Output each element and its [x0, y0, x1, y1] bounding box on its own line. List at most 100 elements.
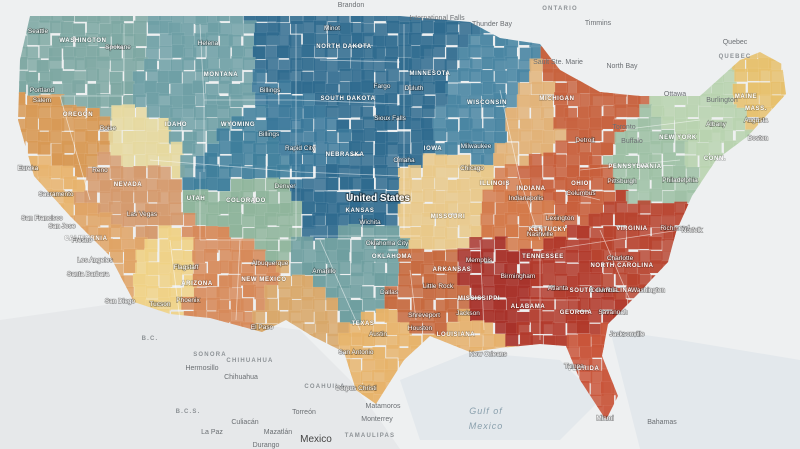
- county-cell[interactable]: [302, 32, 316, 47]
- county-cell[interactable]: [600, 393, 615, 407]
- county-cell[interactable]: [411, 248, 425, 262]
- county-cell[interactable]: [384, 295, 398, 310]
- county-cell[interactable]: [468, 105, 482, 120]
- county-cell[interactable]: [420, 20, 434, 34]
- county-cell[interactable]: [74, 9, 88, 23]
- county-cell[interactable]: [542, 81, 556, 95]
- county-cell[interactable]: [278, 117, 293, 131]
- county-cell[interactable]: [529, 309, 543, 323]
- county-cell[interactable]: [192, 128, 206, 143]
- county-cell[interactable]: [61, 8, 75, 22]
- county-cell[interactable]: [362, 297, 376, 311]
- county-cell[interactable]: [300, 188, 314, 203]
- county-cell[interactable]: [325, 105, 339, 120]
- county-cell[interactable]: [528, 153, 542, 168]
- county-cell[interactable]: [157, 166, 172, 180]
- county-cell[interactable]: [384, 272, 399, 287]
- county-cell[interactable]: [36, 59, 50, 74]
- county-cell[interactable]: [615, 272, 629, 286]
- county-cell[interactable]: [350, 9, 364, 23]
- county-cell[interactable]: [252, 68, 266, 83]
- county-cell[interactable]: [398, 188, 412, 203]
- county-cell[interactable]: [758, 82, 773, 96]
- county-cell[interactable]: [457, 190, 471, 204]
- county-cell[interactable]: [624, 211, 639, 226]
- county-cell[interactable]: [96, 68, 110, 82]
- county-cell[interactable]: [467, 44, 482, 58]
- county-cell[interactable]: [565, 117, 580, 131]
- county-cell[interactable]: [278, 79, 292, 94]
- county-cell[interactable]: [339, 68, 353, 82]
- county-cell[interactable]: [275, 9, 290, 23]
- county-cell[interactable]: [147, 20, 162, 34]
- county-cell[interactable]: [408, 320, 423, 334]
- county-cell[interactable]: [97, 151, 111, 166]
- county-cell[interactable]: [565, 249, 579, 263]
- county-cell[interactable]: [372, 346, 386, 361]
- county-cell[interactable]: [37, 31, 51, 46]
- county-cell[interactable]: [71, 79, 86, 94]
- county-cell[interactable]: [529, 164, 543, 179]
- county-cell[interactable]: [337, 260, 351, 275]
- county-cell[interactable]: [219, 248, 233, 262]
- county-cell[interactable]: [300, 309, 315, 323]
- county-cell[interactable]: [288, 212, 302, 227]
- county-cell[interactable]: [108, 130, 122, 144]
- county-cell[interactable]: [251, 310, 266, 324]
- county-cell[interactable]: [336, 248, 350, 263]
- county-cell[interactable]: [133, 165, 147, 180]
- county-cell[interactable]: [326, 9, 340, 22]
- county-cell[interactable]: [444, 227, 458, 241]
- county-cell[interactable]: [685, 104, 699, 118]
- county-cell[interactable]: [108, 224, 122, 238]
- county-cell[interactable]: [661, 177, 675, 191]
- county-cell[interactable]: [698, 106, 712, 120]
- county-cell[interactable]: [626, 104, 641, 118]
- county-cell[interactable]: [217, 45, 231, 60]
- county-cell[interactable]: [421, 104, 436, 118]
- county-cell[interactable]: [83, 56, 98, 70]
- county-cell[interactable]: [204, 273, 218, 287]
- county-cell[interactable]: [299, 163, 314, 178]
- county-cell[interactable]: [398, 43, 412, 58]
- county-cell[interactable]: [168, 117, 182, 131]
- county-cell[interactable]: [386, 20, 400, 34]
- county-cell[interactable]: [324, 237, 338, 252]
- county-cell[interactable]: [337, 104, 352, 119]
- county-cell[interactable]: [133, 32, 147, 47]
- county-cell[interactable]: [195, 200, 210, 214]
- county-cell[interactable]: [158, 58, 173, 73]
- county-cell[interactable]: [312, 80, 326, 95]
- county-cell[interactable]: [71, 23, 86, 37]
- county-cell[interactable]: [144, 141, 159, 155]
- county-cell[interactable]: [180, 164, 194, 178]
- county-cell[interactable]: [360, 286, 374, 300]
- county-cell[interactable]: [600, 296, 615, 310]
- county-cell[interactable]: [637, 200, 651, 214]
- county-cell[interactable]: [710, 104, 725, 118]
- county-cell[interactable]: [359, 164, 374, 179]
- county-cell[interactable]: [159, 45, 173, 59]
- county-cell[interactable]: [579, 346, 593, 360]
- county-cell[interactable]: [553, 116, 567, 131]
- county-cell[interactable]: [83, 190, 98, 204]
- county-cell[interactable]: [504, 56, 519, 70]
- county-cell[interactable]: [589, 93, 603, 107]
- county-cell[interactable]: [205, 164, 220, 178]
- county-cell[interactable]: [121, 104, 136, 118]
- county-cell[interactable]: [145, 261, 159, 276]
- county-cell[interactable]: [312, 298, 326, 313]
- county-cell[interactable]: [279, 239, 293, 253]
- county-cell[interactable]: [648, 236, 663, 250]
- county-cell[interactable]: [96, 140, 110, 154]
- county-cell[interactable]: [312, 275, 327, 289]
- county-cell[interactable]: [553, 128, 568, 142]
- county-cell[interactable]: [481, 201, 495, 215]
- county-cell[interactable]: [252, 178, 266, 192]
- county-cell[interactable]: [493, 333, 507, 348]
- county-cell[interactable]: [326, 297, 340, 311]
- county-cell[interactable]: [60, 21, 74, 35]
- county-cell[interactable]: [396, 80, 410, 95]
- county-cell[interactable]: [531, 118, 545, 132]
